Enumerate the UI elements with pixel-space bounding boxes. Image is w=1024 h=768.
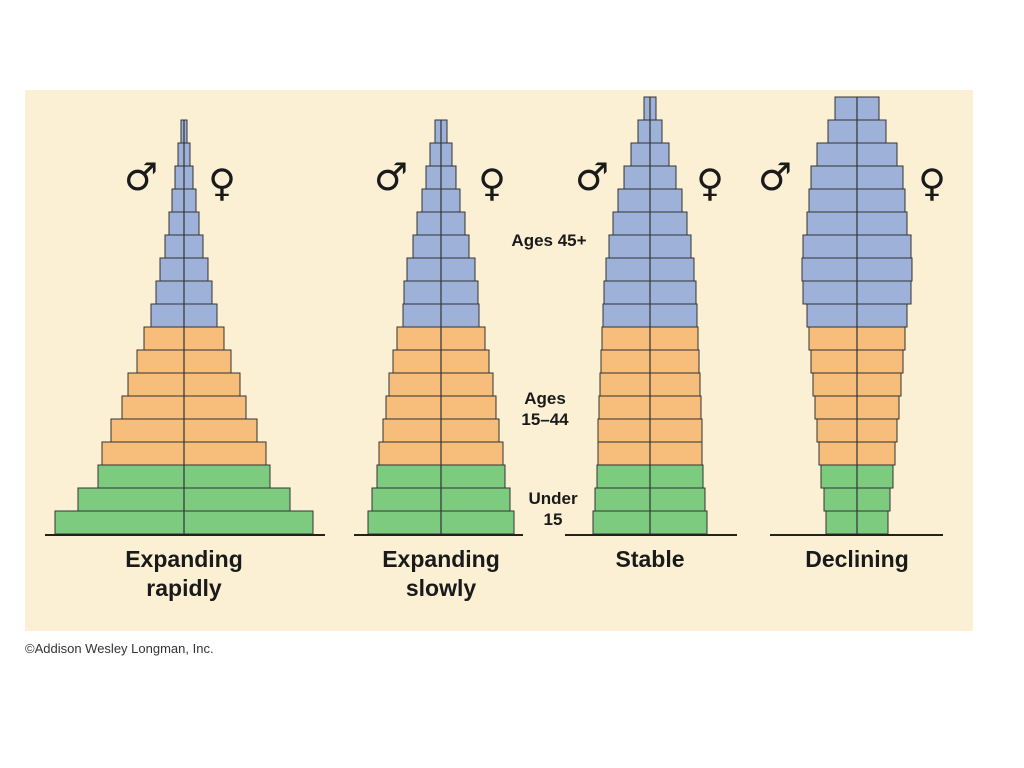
figure-panel: ♂ ♀ ♂ ♀ ♂ ♀ ♂ ♀ Expanding rapidly Expanding slo… xyxy=(25,90,973,631)
pyramid-expanding-rapidly xyxy=(45,119,325,536)
title-declining: Declining xyxy=(805,546,909,572)
male-symbol-icon: ♂ xyxy=(374,155,408,199)
label-ages-15-44: Ages 15–44 xyxy=(521,389,569,429)
female-symbol-icon: ♀ xyxy=(208,161,236,205)
female-symbol-icon: ♀ xyxy=(918,161,946,205)
pyramid-declining xyxy=(770,96,943,536)
label-under-15: Under 15 xyxy=(528,489,578,529)
copyright-notice: ©Addison Wesley Longman, Inc. xyxy=(25,641,214,656)
pyramid-stable xyxy=(565,96,737,536)
male-symbol-icon: ♂ xyxy=(124,155,158,199)
female-symbol-icon: ♀ xyxy=(696,161,724,205)
label-ages-45-plus: Ages 45+ xyxy=(511,231,587,250)
male-symbol-icon: ♂ xyxy=(575,155,609,199)
title-stable: Stable xyxy=(615,546,685,572)
title-expanding-slowly: Expanding slowly xyxy=(382,546,500,601)
title-expanding-rapidly: Expanding rapidly xyxy=(125,546,243,601)
female-symbol-icon: ♀ xyxy=(478,161,506,205)
male-symbol-icon: ♂ xyxy=(758,155,792,199)
pyramid-expanding-slowly xyxy=(354,119,523,536)
population-pyramids-diagram: ♂ ♀ ♂ ♀ ♂ ♀ ♂ ♀ xyxy=(45,96,946,536)
